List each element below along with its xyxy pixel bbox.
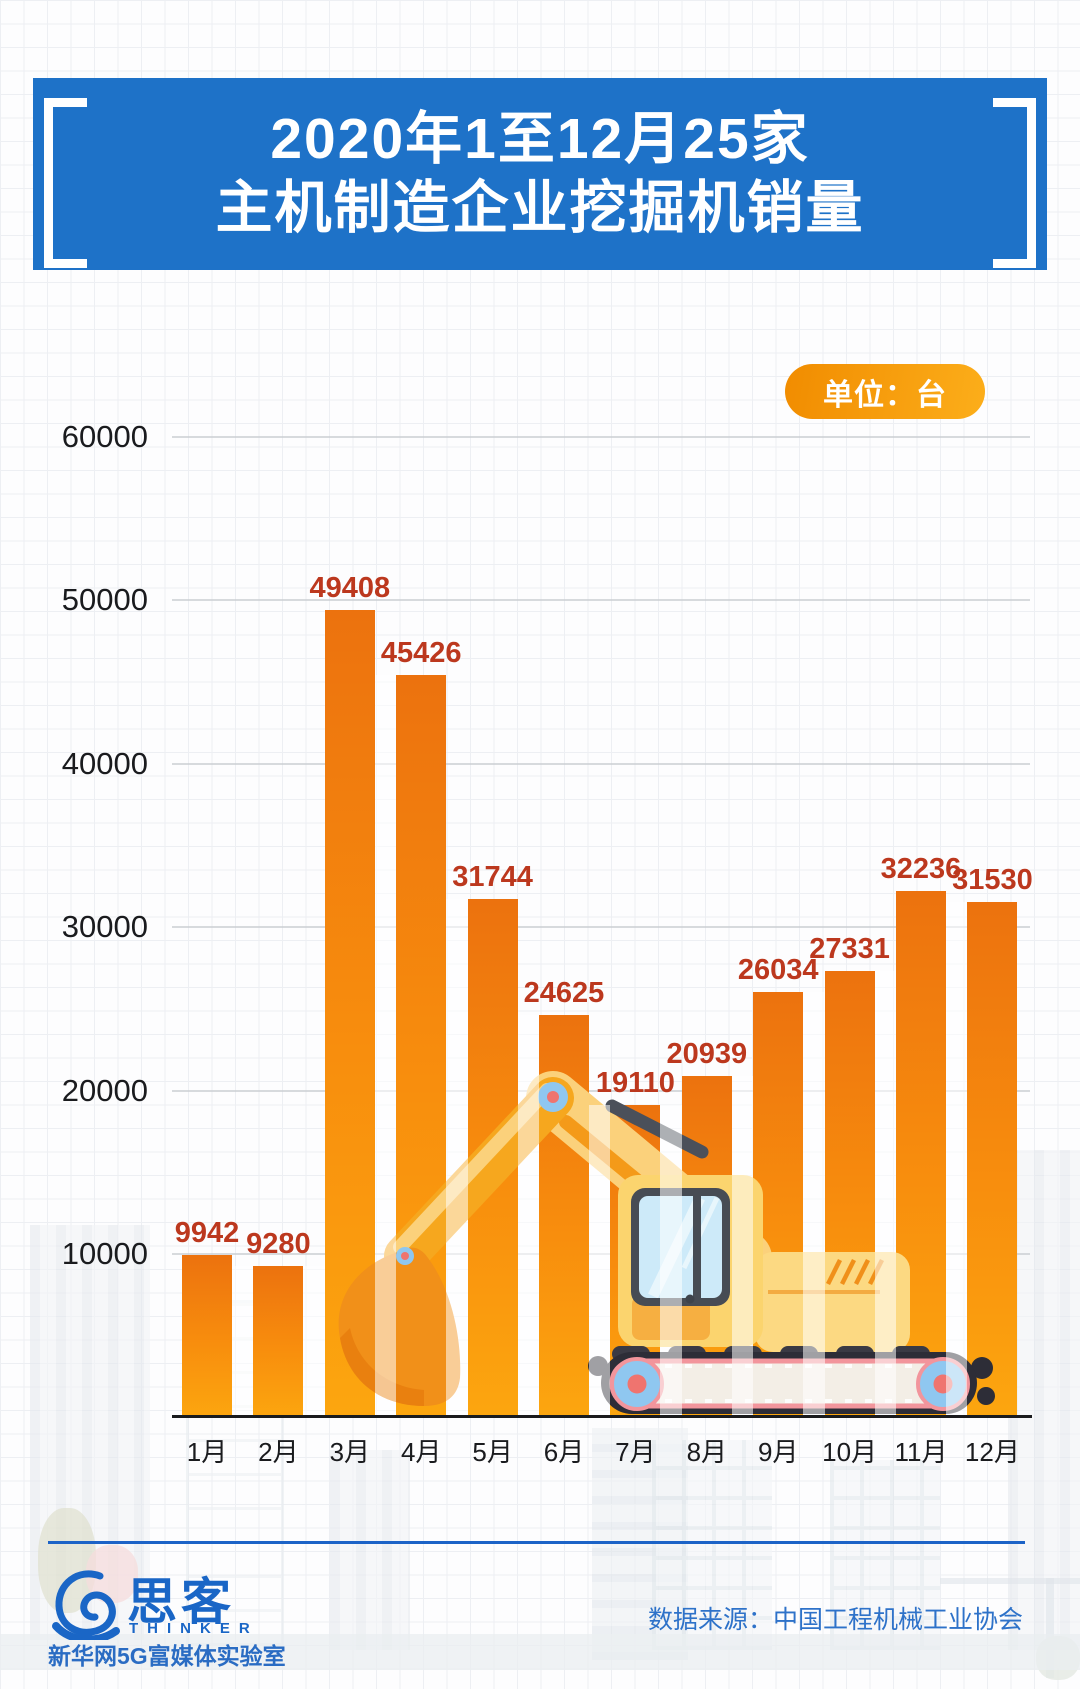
- gap-strip: [303, 1266, 325, 1416]
- bar: [467, 898, 518, 1418]
- bar-value-label: 9280: [246, 1228, 311, 1261]
- gap-strip: [589, 1105, 611, 1416]
- y-tick-label: 60000: [61, 418, 148, 454]
- bar: [539, 1015, 589, 1418]
- unit-badge: 单位：台: [785, 364, 985, 419]
- bar-value-label: 26034: [737, 954, 819, 987]
- bar: [753, 992, 804, 1418]
- page-title-line2: 主机制造企业挖掘机销量: [215, 176, 865, 240]
- x-axis-label: 1月: [186, 1437, 228, 1467]
- gap-strip: [232, 1266, 254, 1416]
- bar-value-label: 31530: [952, 864, 1033, 897]
- gridline: [172, 1089, 1030, 1092]
- x-axis-label: 3月: [329, 1437, 371, 1467]
- thinker-logo-icon: [52, 1570, 120, 1640]
- x-axis-label: 9月: [757, 1437, 799, 1467]
- gap-strip: [803, 992, 825, 1416]
- bar: [896, 890, 946, 1418]
- y-tick-label: 40000: [61, 745, 148, 781]
- bar: [681, 1075, 732, 1418]
- x-axis-label: 11月: [894, 1437, 948, 1467]
- bar-value-label: 19110: [595, 1067, 675, 1100]
- excavator-track: [588, 1346, 995, 1414]
- x-axis-label: 10月: [822, 1437, 878, 1467]
- y-tick-label: 50000: [61, 582, 148, 618]
- footer-divider: [48, 1541, 1025, 1544]
- page-title-line1: 2020年1至12月25家: [270, 107, 810, 172]
- bar: [182, 1255, 232, 1418]
- bar-value-label: 31744: [452, 860, 533, 893]
- x-axis-label: 12月: [964, 1437, 1020, 1467]
- bar-value-label: 45426: [380, 637, 462, 669]
- bar: [253, 1266, 304, 1418]
- gridline: [172, 435, 1030, 438]
- y-tick-label: 10000: [61, 1236, 148, 1272]
- bar-value-label: 32236: [880, 852, 962, 885]
- bar: [967, 902, 1018, 1418]
- crane-silhouette: [940, 1578, 1080, 1584]
- gridline: [172, 926, 1030, 929]
- y-tick-label: 20000: [61, 1072, 148, 1108]
- gridline: [172, 599, 1030, 602]
- title-bracket-left-icon: [44, 98, 87, 268]
- x-axis-label: 2月: [258, 1437, 299, 1467]
- title-bracket-right-icon: [993, 98, 1036, 268]
- title-banner: 2020年1至12月25家 主机制造企业挖掘机销量: [33, 78, 1047, 270]
- footer-band: [0, 1634, 1080, 1670]
- x-axis-label: 4月: [400, 1437, 442, 1467]
- logo-chinese-name: 思客: [127, 1574, 235, 1630]
- gap-strip: [731, 1075, 754, 1416]
- x-axis-line: [172, 1415, 1032, 1418]
- gap-strip: [374, 675, 397, 1416]
- bar-value-label: 20939: [666, 1037, 748, 1070]
- skyline-building: [330, 1450, 410, 1650]
- gap-strip: [517, 1015, 539, 1416]
- skyline-building: [1008, 1150, 1080, 1650]
- bar-value-label: 9942: [174, 1217, 240, 1250]
- bar: [324, 609, 375, 1418]
- gridline: [172, 1253, 1030, 1256]
- gap-strip: [946, 902, 968, 1416]
- gap-strip: [446, 898, 468, 1416]
- x-axis-label: 7月: [615, 1437, 656, 1467]
- y-tick-label: 30000: [61, 909, 148, 945]
- bar: [396, 675, 447, 1418]
- logo-english-name: THINKER: [129, 1620, 259, 1637]
- gridline: [172, 762, 1030, 765]
- bar: [824, 970, 875, 1418]
- gap-strip: [874, 970, 896, 1416]
- x-axis-label: 6月: [543, 1437, 585, 1467]
- data-source-text: 数据来源：中国工程机械工业协会: [647, 1606, 1023, 1634]
- bar-value-label: 24625: [523, 977, 605, 1010]
- footer-organization: 新华网5G富媒体实验室: [48, 1643, 286, 1669]
- bar: [610, 1105, 661, 1418]
- bar-value-label: 27331: [809, 932, 890, 965]
- bar-value-label: 49408: [309, 571, 391, 604]
- x-axis-label: 5月: [472, 1437, 513, 1467]
- x-axis-label: 8月: [686, 1437, 728, 1467]
- gap-strip: [660, 1105, 682, 1416]
